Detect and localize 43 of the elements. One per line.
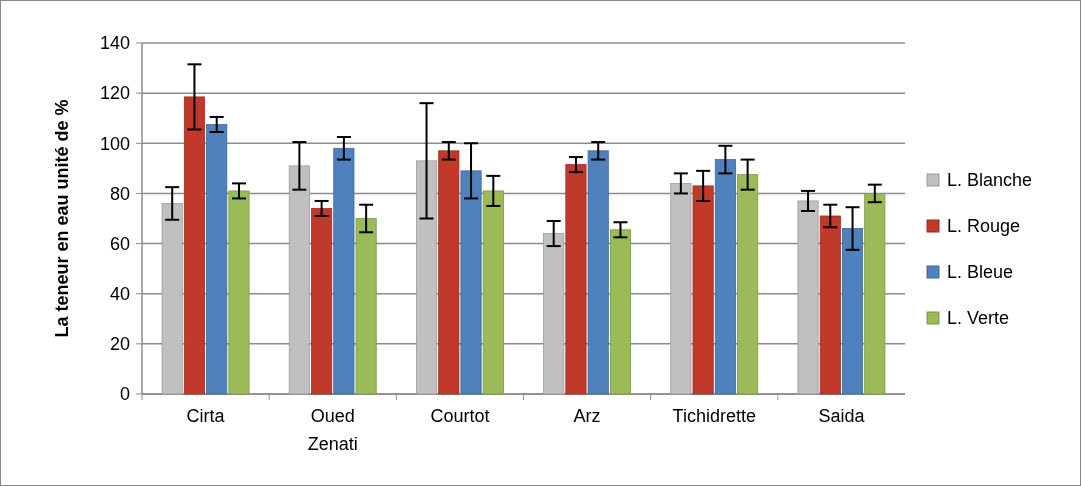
bar xyxy=(438,150,460,395)
bar xyxy=(670,183,692,395)
bar xyxy=(737,174,759,395)
bar xyxy=(311,208,333,395)
y-tick-label: 100 xyxy=(99,133,130,154)
bar xyxy=(416,160,438,395)
bar xyxy=(288,165,310,395)
x-tick-label: Courtot xyxy=(430,406,490,426)
x-tick-label: Arz xyxy=(573,406,601,426)
bar xyxy=(819,215,841,395)
y-tick-label: 20 xyxy=(109,334,130,355)
bar xyxy=(609,229,631,395)
bar xyxy=(692,185,714,395)
bar xyxy=(797,200,819,395)
legend-label: L. Verte xyxy=(947,308,1010,329)
legend-label: L. Blanche xyxy=(947,170,1033,191)
legend-label: L. Bleue xyxy=(947,262,1014,283)
bar xyxy=(482,190,504,395)
bar xyxy=(842,228,864,395)
y-axis-title: La teneur en eau unité de % xyxy=(52,99,72,338)
bar xyxy=(460,170,482,395)
bar xyxy=(161,203,183,395)
y-tick-label: 140 xyxy=(99,33,130,54)
x-tick-label: Tichidrette xyxy=(672,406,756,426)
bar xyxy=(355,218,377,395)
y-tick-label: 0 xyxy=(119,384,130,405)
legend-label: L. Rouge xyxy=(947,216,1021,237)
bar xyxy=(587,150,609,395)
bar xyxy=(864,193,886,395)
bar xyxy=(333,147,355,395)
y-tick-label: 40 xyxy=(109,284,130,305)
x-tick-label: Saida xyxy=(818,406,866,426)
bar xyxy=(183,96,205,395)
bar xyxy=(565,164,587,395)
x-tick-label: Oued Zenati xyxy=(307,406,358,454)
y-tick-label: 60 xyxy=(109,233,130,254)
bar xyxy=(714,159,736,395)
bar xyxy=(543,233,565,395)
bar xyxy=(206,124,228,395)
y-tick-label: 120 xyxy=(99,83,130,104)
y-tick-label: 80 xyxy=(109,183,130,204)
bar xyxy=(228,190,250,395)
x-tick-label: Cirta xyxy=(186,406,226,426)
